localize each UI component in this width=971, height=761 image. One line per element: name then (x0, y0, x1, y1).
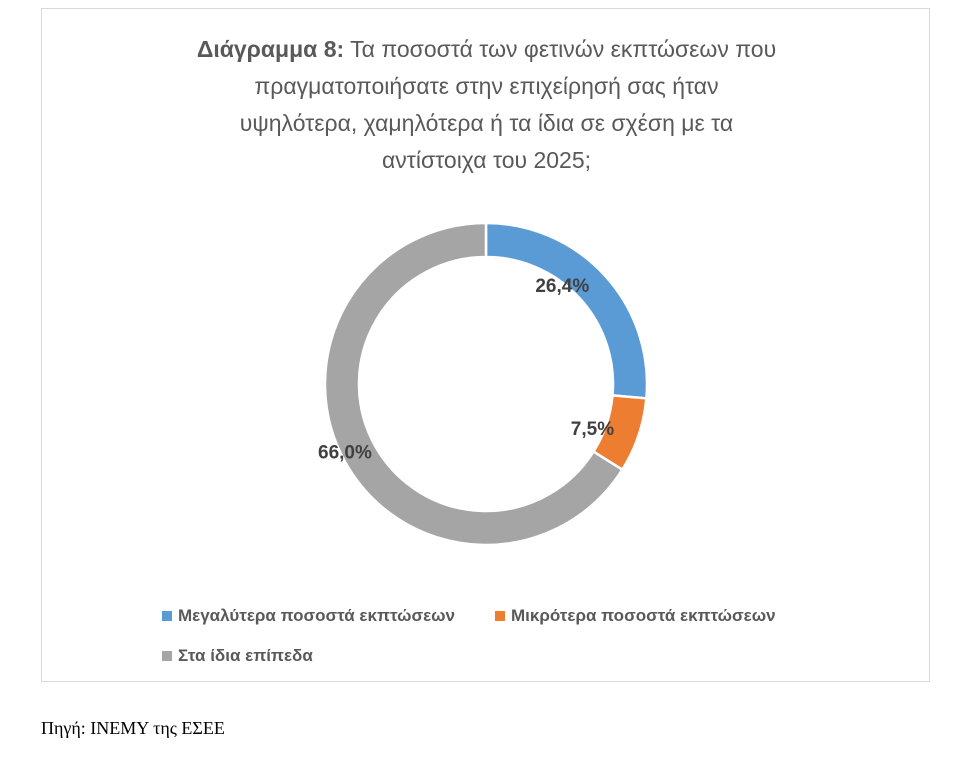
legend-item-lower: Μικρότερα ποσοστά εκπτώσεων (495, 606, 776, 626)
legend-item-higher: Μεγαλύτερα ποσοστά εκπτώσεων (162, 606, 455, 626)
title-line-1: Διάγραμμα 8: Τα ποσοστά των φετινών εκπτ… (42, 31, 931, 68)
source-note: Πηγή: ΙΝΕΜΥ της ΕΣΕΕ (41, 718, 225, 738)
chart-frame: Διάγραμμα 8: Τα ποσοστά των φετινών εκπτ… (41, 8, 930, 682)
legend-swatch-lower (495, 611, 505, 621)
legend-label-same: Στα ίδια επίπεδα (178, 646, 313, 665)
title-line-4: αντίστοιχα του 2025; (381, 147, 592, 173)
legend-swatch-higher (162, 611, 172, 621)
title-line-2: πραγματοποιήσατε στην επιχείρησή σας ήτα… (254, 73, 719, 99)
legend-label-higher: Μεγαλύτερα ποσοστά εκπτώσεων (178, 606, 455, 625)
data-label-same: 66,0% (318, 443, 372, 464)
title-bold-prefix: Διάγραμμα 8: (196, 36, 345, 62)
legend-swatch-same (162, 651, 172, 661)
slice-higher (484, 221, 649, 400)
title-line-3: υψηλότερα, χαμηλότερα ή τα ίδια σε σχέση… (239, 110, 734, 136)
slice-same (323, 221, 625, 547)
legend-label-lower: Μικρότερα ποσοστά εκπτώσεων (511, 606, 776, 625)
data-label-lower: 7,5% (571, 419, 614, 440)
legend-item-same: Στα ίδια επίπεδα (162, 646, 313, 666)
data-label-higher: 26,4% (535, 276, 589, 297)
title-line-1-rest: Τα ποσοστά των φετινών εκπτώσεων που (344, 36, 777, 62)
chart-title: Διάγραμμα 8: Τα ποσοστά των φετινών εκπτ… (42, 31, 931, 179)
